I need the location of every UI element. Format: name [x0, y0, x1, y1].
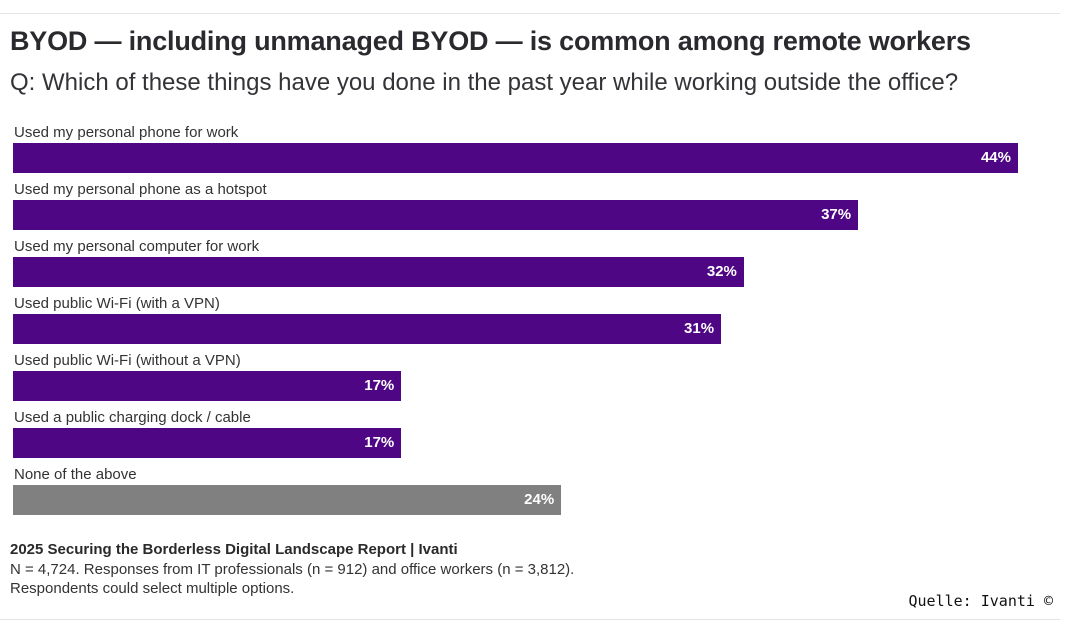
bar-value-label: 17% — [364, 377, 395, 394]
category-label: Used public Wi-Fi (with a VPN) — [14, 295, 220, 312]
top-divider — [0, 13, 1060, 14]
multiple-options-note: Respondents could select multiple option… — [10, 580, 295, 597]
bar-value-label: 44% — [980, 149, 1011, 166]
category-label: Used a public charging dock / cable — [14, 409, 251, 426]
report-source: 2025 Securing the Borderless Digital Lan… — [10, 541, 458, 558]
image-credit: Quelle: Ivanti © — [908, 592, 1054, 610]
chart-title: BYOD — including unmanaged BYOD — is com… — [10, 26, 971, 56]
category-label: Used my personal phone for work — [14, 124, 239, 141]
bar-value-label: 24% — [524, 491, 555, 508]
category-label: Used my personal computer for work — [14, 238, 260, 255]
sample-size-note: N = 4,724. Responses from IT professiona… — [10, 561, 575, 578]
bar — [13, 428, 402, 458]
bar-value-label: 17% — [364, 434, 395, 451]
bar-value-label: 32% — [706, 263, 737, 280]
bar — [13, 485, 562, 515]
bar-value-label: 31% — [684, 320, 715, 337]
bar-value-label: 37% — [821, 206, 852, 223]
category-label: Used my personal phone as a hotspot — [14, 181, 267, 198]
bar — [13, 143, 1018, 173]
category-label: None of the above — [14, 466, 137, 483]
bar — [13, 371, 402, 401]
bar — [13, 314, 722, 344]
category-label: Used public Wi-Fi (without a VPN) — [14, 352, 241, 369]
bar-chart: Used my personal phone for work 44% Used m… — [0, 120, 1073, 530]
bar — [13, 257, 744, 287]
chart-subtitle: Q: Which of these things have you done i… — [10, 69, 959, 96]
bottom-divider — [0, 619, 1060, 620]
bar — [13, 200, 859, 230]
